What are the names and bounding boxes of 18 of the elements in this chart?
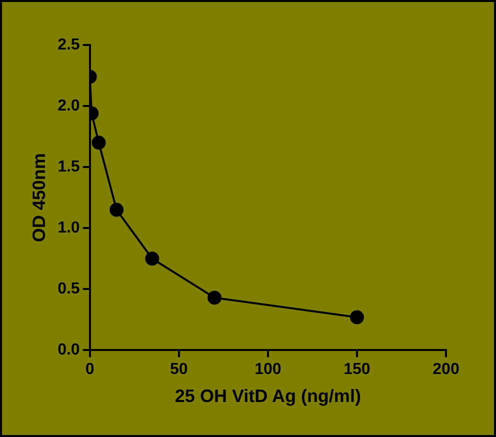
x-tick-label: 100 bbox=[254, 361, 282, 378]
y-axis-title: OD 450nm bbox=[28, 153, 49, 242]
y-tick-label: 2.5 bbox=[58, 36, 80, 54]
x-tick-label: 150 bbox=[344, 361, 370, 378]
point bbox=[110, 202, 124, 217]
point bbox=[350, 310, 364, 324]
x-tick-label: 0 bbox=[85, 361, 94, 378]
y-tick-label: 2.0 bbox=[58, 97, 80, 114]
point bbox=[145, 252, 160, 266]
y-tick-label: 1.5 bbox=[58, 158, 80, 176]
x-tick-label: 50 bbox=[170, 361, 188, 378]
x-tick-label: 200 bbox=[432, 361, 460, 378]
point bbox=[92, 136, 106, 150]
y-tick-label: 0.5 bbox=[58, 280, 80, 298]
point bbox=[208, 290, 222, 305]
y-tick-label: 0.0 bbox=[58, 342, 80, 359]
x-axis-title: 25 OH VitD Ag (ng/ml) bbox=[174, 386, 361, 406]
y-tick-label: 1.0 bbox=[58, 220, 80, 237]
